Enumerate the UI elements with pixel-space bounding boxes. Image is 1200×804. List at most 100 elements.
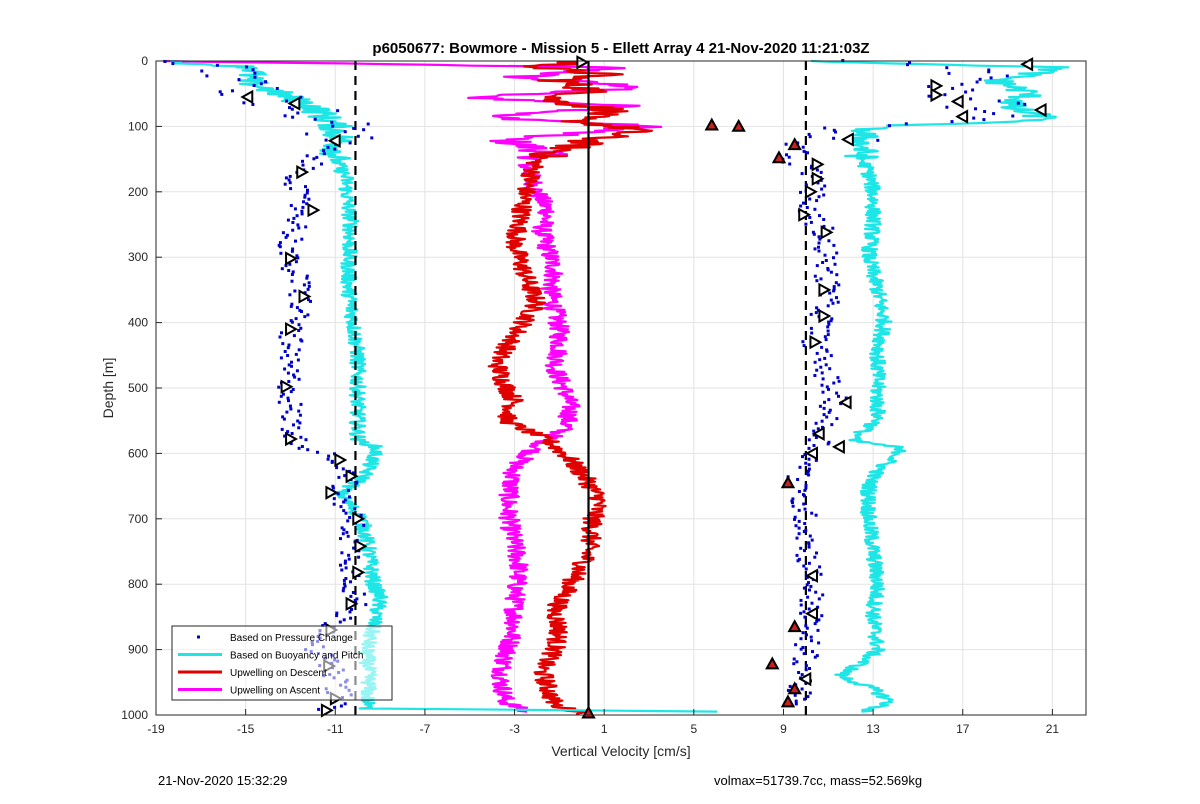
pressure-change-dot [804, 183, 808, 187]
triangle-marker-right [818, 308, 832, 324]
x-tick-label: 17 [956, 722, 970, 736]
pressure-change-dot [808, 534, 812, 538]
y-tick-label: 800 [128, 577, 148, 591]
pressure-change-dot [305, 202, 309, 206]
pressure-change-dot [352, 126, 356, 130]
pressure-change-dot [295, 306, 299, 310]
pressure-change-dot [822, 406, 826, 410]
pressure-change-dot [303, 193, 307, 197]
pressure-change-dot [311, 166, 315, 170]
pressure-change-dot [802, 502, 806, 506]
pressure-change-dot [357, 555, 361, 559]
pressure-change-dot [245, 65, 249, 69]
pressure-change-dot [289, 319, 293, 323]
pressure-change-dot [804, 668, 808, 672]
pressure-change-dot [823, 253, 827, 257]
triangle-marker-up [787, 137, 802, 151]
pressure-change-dot [297, 409, 301, 413]
pressure-change-dot [284, 176, 288, 180]
x-tick-label: -3 [509, 722, 520, 736]
pressure-change-dot [831, 226, 835, 230]
pressure-change-dot [301, 163, 305, 167]
pressure-change-dot [339, 537, 342, 541]
pressure-change-dot [797, 519, 801, 523]
pressure-change-dot [291, 115, 295, 119]
pressure-change-dot [327, 454, 331, 458]
pressure-change-dot [828, 367, 832, 371]
pressure-change-dot [295, 254, 299, 258]
pressure-change-dot [813, 555, 817, 559]
pressure-change-dot [344, 511, 348, 515]
pressure-change-dot [807, 581, 810, 585]
pressure-change-dot [290, 273, 294, 276]
pressure-change-dot [330, 460, 334, 464]
pressure-change-dot [815, 199, 819, 203]
pressure-change-dot [286, 396, 290, 400]
pressure-change-dot [339, 704, 343, 708]
pressure-change-dot [291, 247, 295, 251]
pressure-change-dot [804, 461, 808, 465]
pressure-change-dot [171, 62, 175, 66]
pressure-change-dot [300, 310, 303, 313]
pressure-change-dot [820, 419, 824, 423]
pressure-change-dot [347, 557, 351, 561]
pressure-change-dot [791, 504, 795, 508]
pressure-change-dot [336, 492, 340, 496]
pressure-change-dot [815, 551, 818, 555]
pressure-change-dot [296, 111, 300, 115]
pressure-change-dot [813, 247, 817, 251]
pressure-change-dot [801, 145, 805, 149]
pressure-change-dot [298, 413, 302, 417]
pressure-change-dot [827, 387, 830, 391]
pressure-change-dot [349, 616, 353, 620]
pressure-change-dot [348, 495, 351, 499]
pressure-change-dot [825, 415, 829, 419]
triangle-marker-left [805, 568, 819, 583]
pressure-change-dot [342, 500, 346, 504]
triangle-marker-left [1033, 102, 1047, 118]
pressure-change-dot [259, 82, 263, 86]
pressure-change-dot [287, 399, 290, 403]
pressure-change-dot [791, 497, 795, 501]
pressure-change-dot [301, 159, 304, 163]
triangle-marker-up [780, 694, 796, 708]
pressure-change-dot [804, 664, 808, 668]
pressure-change-dot [802, 149, 806, 153]
pressure-change-dot [975, 80, 979, 84]
pressure-change-dot [231, 89, 234, 93]
pressure-change-dot [353, 507, 357, 511]
pressure-change-dot [818, 358, 822, 362]
pressure-change-dot [355, 538, 359, 542]
pressure-change-dot [294, 239, 297, 243]
pressure-change-dot [300, 445, 304, 448]
pressure-change-dot [806, 151, 809, 155]
pressure-change-dot [797, 532, 801, 536]
pressure-change-dot [353, 598, 357, 602]
pressure-change-dot [803, 488, 807, 492]
plot-area [162, 55, 1070, 719]
pressure-change-dot [811, 650, 814, 654]
buoyancy-pitch-line [810, 59, 1070, 713]
pressure-change-dot [817, 235, 821, 239]
pressure-change-dot [807, 545, 811, 549]
pressure-change-dot [802, 586, 806, 590]
pressure-change-dot [337, 475, 341, 479]
pressure-change-dot [810, 538, 814, 542]
footer-timestamp: 21-Nov-2020 15:32:29 [158, 773, 288, 788]
pressure-change-dot [833, 262, 837, 266]
pressure-change-dot [792, 657, 796, 661]
pressure-change-dot [824, 259, 828, 262]
pressure-change-dot [814, 458, 818, 462]
pressure-change-dot [820, 187, 824, 191]
pressure-change-dot [297, 377, 301, 381]
pressure-change-dot [813, 655, 817, 659]
pressure-change-dot [822, 193, 826, 197]
pressure-change-dot [305, 132, 309, 136]
pressure-change-dot [286, 371, 290, 375]
pressure-change-dot [803, 522, 807, 525]
pressure-change-dot [804, 222, 808, 226]
pressure-change-dot [832, 243, 836, 247]
pressure-change-dot [220, 92, 224, 96]
pressure-change-dot [342, 509, 346, 513]
pressure-change-dot [348, 141, 352, 145]
